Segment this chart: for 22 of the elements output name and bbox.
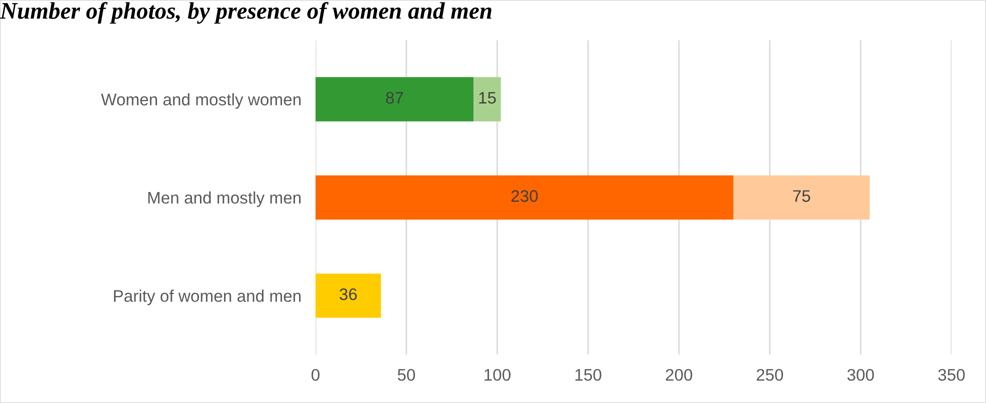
y-tick-label: Parity of women and men bbox=[114, 290, 301, 306]
x-tick-label: 150 bbox=[575, 368, 602, 381]
bar bbox=[316, 274, 381, 318]
chart-title: Number of photos, by presence of women and men bbox=[0, 2, 492, 24]
x-tick-label: 50 bbox=[398, 368, 415, 381]
bar bbox=[316, 77, 474, 122]
data-label: 230 bbox=[511, 190, 538, 202]
y-tick-label: Men and mostly men bbox=[148, 191, 301, 207]
x-tick-label: 250 bbox=[756, 368, 784, 381]
data-label: 36 bbox=[340, 288, 357, 300]
x-tick-label: 300 bbox=[847, 368, 874, 381]
data-label: 75 bbox=[793, 190, 810, 202]
bar bbox=[733, 175, 870, 220]
y-tick-label: Women and mostly women bbox=[101, 93, 301, 109]
bar bbox=[474, 77, 501, 122]
bar bbox=[316, 175, 734, 220]
x-tick-label: 100 bbox=[484, 368, 510, 381]
x-tick-label: 200 bbox=[666, 368, 692, 381]
x-tick-label: 0 bbox=[312, 368, 320, 381]
data-label: 87 bbox=[386, 92, 403, 104]
x-tick-label: 350 bbox=[938, 368, 965, 381]
data-label: 15 bbox=[479, 92, 496, 104]
